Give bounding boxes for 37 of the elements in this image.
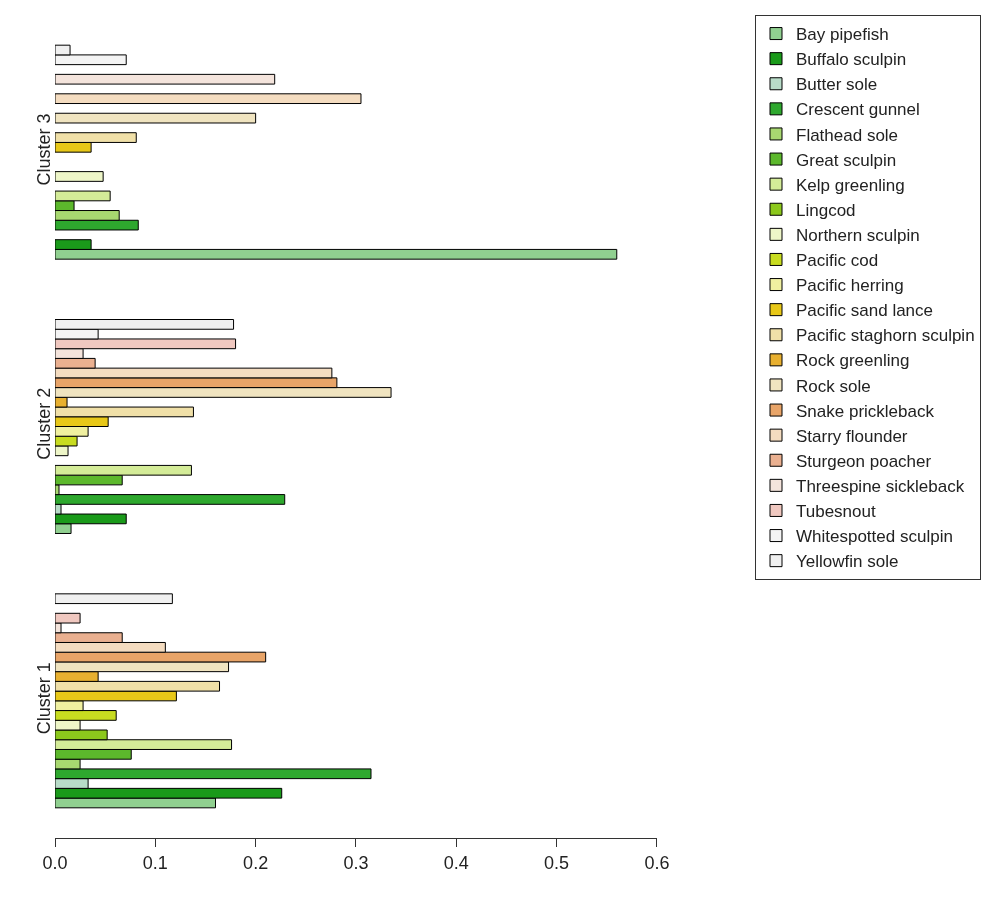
legend-label: Sturgeon poacher: [796, 451, 932, 471]
legend-label: Pacific cod: [796, 251, 879, 271]
x-tick-label: 0.2: [243, 852, 269, 873]
x-tick-label: 0.4: [443, 852, 469, 873]
y-tick-label: Cluster 3: [34, 113, 55, 186]
legend-label: Tubesnout: [796, 502, 876, 522]
bar: [55, 593, 173, 605]
legend-label: Crescent gunnel: [796, 100, 920, 120]
legend-label: Pacific herring: [796, 276, 904, 296]
bar: [55, 93, 362, 105]
legend-label: Rock greenling: [796, 351, 910, 371]
bar: [55, 171, 104, 182]
x-tick-label: 0.5: [544, 852, 570, 873]
legend-label: Butter sole: [796, 75, 878, 95]
legend-label: Northern sculpin: [796, 225, 920, 245]
legend-label: Starry flounder: [796, 426, 908, 446]
bar: [55, 112, 257, 124]
x-tick-label: 0.1: [142, 852, 168, 873]
legend-label: Kelp greenling: [796, 175, 905, 195]
x-tick-label: 0.0: [42, 852, 68, 873]
legend-label: Snake prickleback: [796, 401, 935, 421]
legend-label: Whitespotted sculpin: [796, 527, 953, 547]
y-tick-label: Cluster 2: [34, 387, 55, 460]
legend-label: Lingcod: [796, 200, 856, 220]
legend-label: Pacific sand lance: [796, 301, 934, 321]
legend-label: Bay pipefish: [796, 25, 889, 45]
legend-label: Threespine sickleback: [796, 476, 965, 496]
x-tick-label: 0.6: [644, 852, 670, 873]
legend-label: Pacific staghorn sculpin: [796, 326, 975, 346]
y-tick-label: Cluster 1: [34, 662, 55, 735]
legend-label: Buffalo sculpin: [796, 50, 907, 70]
bar: [55, 73, 276, 85]
legend-label: Flathead sole: [796, 125, 899, 145]
x-tick-label: 0.3: [343, 852, 369, 873]
legend-label: Great sculpin: [796, 150, 897, 170]
legend-label: Yellowfin sole: [796, 552, 899, 572]
legend-label: Rock sole: [796, 376, 871, 396]
